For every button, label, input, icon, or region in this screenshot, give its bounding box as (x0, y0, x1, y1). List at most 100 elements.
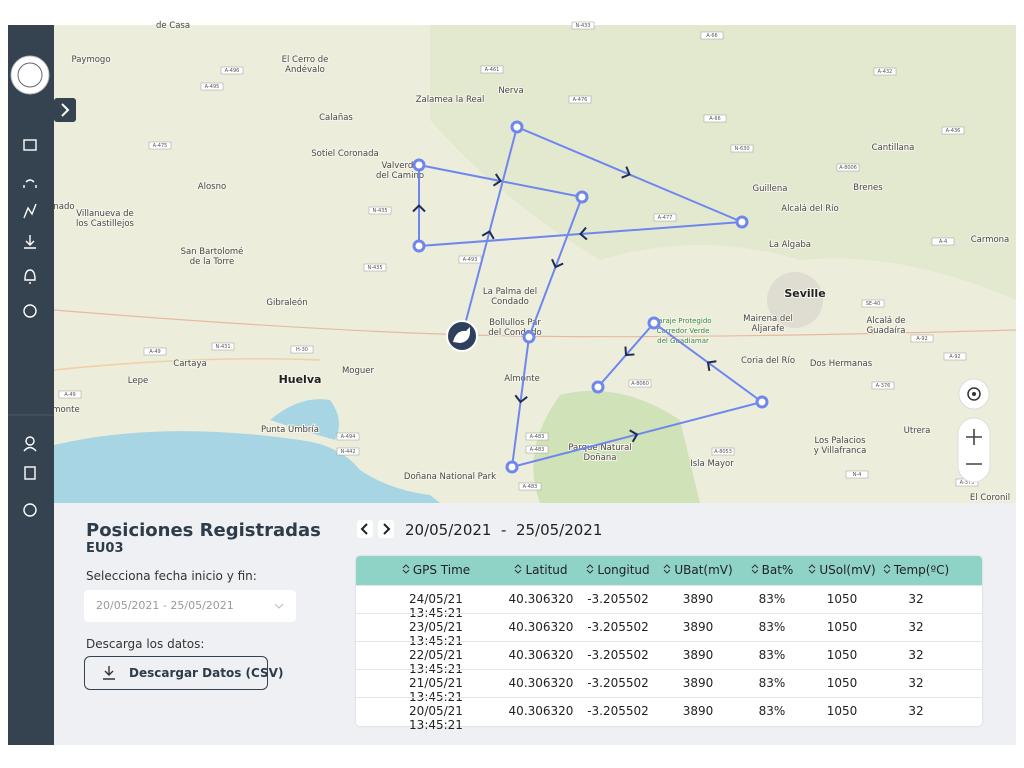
place-label: Isla Mayor (690, 459, 734, 469)
road-shield (336, 432, 360, 441)
download-button[interactable]: Descargar Datos (CSV) (84, 656, 283, 690)
road-shield (525, 445, 549, 454)
road-label: A-66 (709, 116, 720, 122)
road-shield (363, 263, 387, 272)
help-icon[interactable] (23, 503, 37, 517)
track-point (505, 460, 519, 474)
road-shield (836, 163, 860, 172)
track-arrow (481, 230, 495, 240)
column-header[interactable]: USol(mV) (787, 563, 897, 577)
place-label: Carmona (971, 235, 1010, 245)
track-arrow (579, 226, 588, 241)
road-label: A-375 (960, 480, 975, 486)
date-select[interactable]: 20/05/2021 - 25/05/2021 (84, 590, 296, 622)
road-label: A-436 (946, 128, 961, 134)
place-label: Coria del Río (741, 356, 795, 366)
road-shield (730, 144, 754, 153)
road-shield (458, 255, 482, 264)
date-range: 20/05/2021 - 25/05/2021 (405, 521, 603, 539)
table-cell: 83% (758, 592, 786, 606)
place-label: Guadaíra (867, 326, 906, 336)
road-label: A-49 (149, 349, 160, 355)
track-point (591, 380, 605, 394)
road-label: A-496 (225, 68, 240, 74)
road-label: N-431 (215, 344, 230, 350)
road-label: SE-40 (866, 301, 881, 307)
track-arrow (514, 394, 528, 404)
road-shield (368, 206, 392, 215)
map-area (430, 25, 1016, 300)
table-cell: -3.205502 (587, 676, 649, 690)
place-label: Guillena (753, 184, 788, 194)
place-label: Sotiel Coronada (311, 149, 378, 159)
track-arrow (412, 204, 426, 213)
table-cell: 40.306320 (508, 620, 574, 634)
logo[interactable] (10, 55, 50, 95)
road-label: A-461 (485, 67, 500, 73)
table-cell: 32 (908, 704, 924, 718)
road-shield (711, 447, 735, 456)
animal-marker[interactable] (446, 320, 478, 352)
download-button-icon (103, 666, 115, 680)
road-label: A-376 (876, 383, 891, 389)
signal-icon[interactable] (23, 179, 37, 188)
alert-icon[interactable] (24, 269, 36, 284)
place-label: del Guadiamar (657, 337, 709, 345)
road-label: A-49 (64, 392, 75, 398)
date-select-text: 20/05/2021 - 25/05/2021 (96, 599, 234, 612)
table-cell: 3890 (682, 676, 714, 690)
column-header-text: Latitud (525, 563, 568, 577)
sort-icon (402, 564, 410, 574)
download-icon[interactable] (24, 235, 36, 249)
column-header[interactable]: Temp(ºC) (861, 563, 971, 577)
table-cell: 1050 (826, 704, 858, 718)
locate-button[interactable] (958, 378, 990, 410)
place-label: Paymogo (71, 55, 110, 65)
next-button[interactable] (378, 520, 394, 538)
sidebar-toggle[interactable] (54, 98, 76, 122)
road-shield (703, 114, 727, 123)
prev-button[interactable] (357, 520, 373, 538)
place-label: monte (52, 405, 79, 415)
column-header[interactable]: Latitud (486, 563, 596, 577)
road-shield (220, 66, 244, 75)
track-arrow (629, 429, 639, 443)
column-header[interactable]: Longitud (563, 563, 673, 577)
park-area (533, 390, 700, 503)
sort-icon (883, 564, 891, 574)
place-label: Bollullos Par (489, 318, 541, 328)
road-shield (943, 352, 967, 361)
road-label: N-630 (734, 146, 749, 152)
date-label: Selecciona fecha inicio y fin: (86, 569, 257, 583)
column-header[interactable]: GPS Time (381, 563, 491, 577)
place-label: Alcalá de (867, 316, 906, 326)
table-cell: 83% (758, 676, 786, 690)
road-shield (845, 470, 869, 479)
road-label: A-66 (706, 33, 717, 39)
toggle-icon (61, 103, 70, 117)
zoom-control[interactable] (957, 417, 991, 483)
download-button-text: Descargar Datos (CSV) (129, 666, 284, 680)
place-label: Cantillana (872, 143, 915, 153)
road-shield (211, 342, 235, 351)
track-point (647, 316, 661, 330)
estuary (270, 399, 339, 440)
road-shield (58, 390, 82, 399)
track-arrow (621, 166, 631, 179)
sort-icon (751, 564, 758, 574)
user-icon[interactable] (25, 436, 35, 446)
column-header[interactable]: UBat(mV) (643, 563, 753, 577)
map-icon[interactable] (23, 139, 37, 151)
place-label: Villanueva de (76, 209, 134, 219)
doc-icon[interactable] (24, 466, 36, 480)
place-label: Moguer (342, 366, 375, 376)
track-arrow (551, 258, 564, 269)
track-icon[interactable] (23, 203, 37, 219)
place-label: Aljarafe (752, 324, 785, 334)
column-header[interactable]: Bat% (717, 563, 827, 577)
table-cell: 20/05/21 13:45:21 (409, 704, 463, 732)
track-points (412, 120, 769, 474)
road-label: A-8006 (839, 165, 857, 171)
history-icon[interactable] (23, 304, 37, 318)
